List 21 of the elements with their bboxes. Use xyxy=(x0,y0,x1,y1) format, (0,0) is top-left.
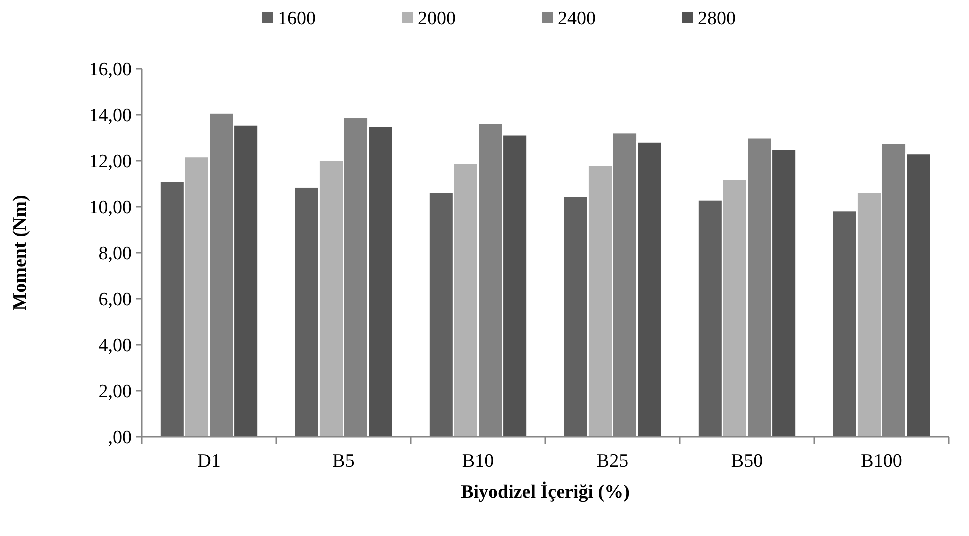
y-tick-label: 16,00 xyxy=(89,60,132,81)
x-tick-label: D1 xyxy=(198,451,221,472)
x-tick-label: B25 xyxy=(596,451,629,472)
y-tick-label: 2,00 xyxy=(98,382,132,403)
y-tick-label: 4,00 xyxy=(98,336,132,357)
y-axis-title: Moment (Nm) xyxy=(10,195,31,311)
y-tick-label: 14,00 xyxy=(89,106,132,127)
legend-label: 2800 xyxy=(698,8,736,30)
legend-label: 2000 xyxy=(418,8,456,30)
x-tick-label: B5 xyxy=(332,451,355,472)
y-tick-label: ,00 xyxy=(108,428,132,449)
x-tick-label: B100 xyxy=(861,451,902,472)
y-tick-label: 8,00 xyxy=(98,244,132,265)
y-tick-label: 10,00 xyxy=(89,198,132,219)
legend-label: 1600 xyxy=(278,8,316,30)
y-tick-label: 12,00 xyxy=(89,152,132,173)
x-tick-label: B10 xyxy=(462,451,494,472)
legend-label: 2400 xyxy=(558,8,596,30)
x-tick-label: B50 xyxy=(731,451,764,472)
x-axis-title: Biyodizel İçeriği (%) xyxy=(461,481,630,503)
y-tick-label: 6,00 xyxy=(98,290,132,311)
